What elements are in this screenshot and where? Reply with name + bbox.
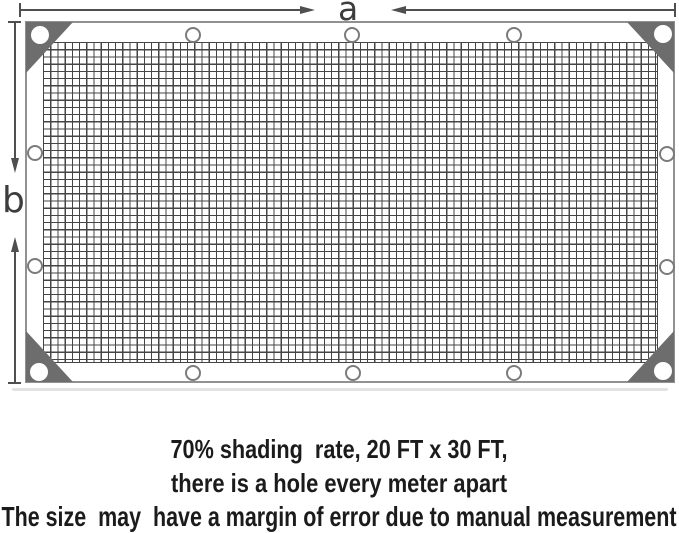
caption-line-2: there is a hole every meter apart (171, 468, 507, 498)
caption-line-3: The size may have a margin of error due … (2, 501, 677, 532)
dim-b-bottom-line (14, 252, 16, 384)
grommet-bottom-1 (185, 365, 201, 381)
dim-label-a: a (338, 0, 359, 28)
dim-a-right-line (405, 9, 675, 11)
grommet-right-2 (659, 259, 675, 275)
grommet-top-1 (185, 27, 201, 43)
dim-b-top-line (14, 22, 16, 158)
mesh-grid (43, 42, 658, 363)
dim-label-b: b (2, 180, 25, 221)
grommet-bottom-3 (506, 365, 522, 381)
caption: 70% shading rate, 20 FT x 30 FT, there i… (2, 434, 677, 532)
dim-a-left-arrow-icon (391, 6, 406, 14)
grommet-top-3 (506, 27, 522, 43)
dim-a-right-arrow-icon (300, 6, 315, 14)
grommet-left-1 (27, 145, 43, 161)
grommet-corner-bottom-right (654, 362, 672, 380)
grommet-left-2 (27, 258, 43, 274)
tarp-shadow (12, 388, 668, 391)
dim-a-right-tick (674, 3, 676, 17)
dim-b-bottom-tick (8, 382, 21, 384)
grommet-corner-bottom-left (30, 363, 48, 381)
dim-b-up-arrow-icon (11, 237, 19, 252)
shade-net-tarp (25, 21, 675, 383)
grommet-bottom-2 (345, 365, 361, 381)
grommet-top-2 (344, 27, 360, 43)
grommet-corner-top-left (31, 26, 49, 44)
grommet-right-1 (659, 146, 675, 162)
dim-a-left-line (20, 9, 301, 11)
caption-line-1: 70% shading rate, 20 FT x 30 FT, (171, 434, 508, 464)
grommet-corner-top-right (654, 25, 672, 43)
dim-b-down-arrow-icon (11, 158, 19, 173)
